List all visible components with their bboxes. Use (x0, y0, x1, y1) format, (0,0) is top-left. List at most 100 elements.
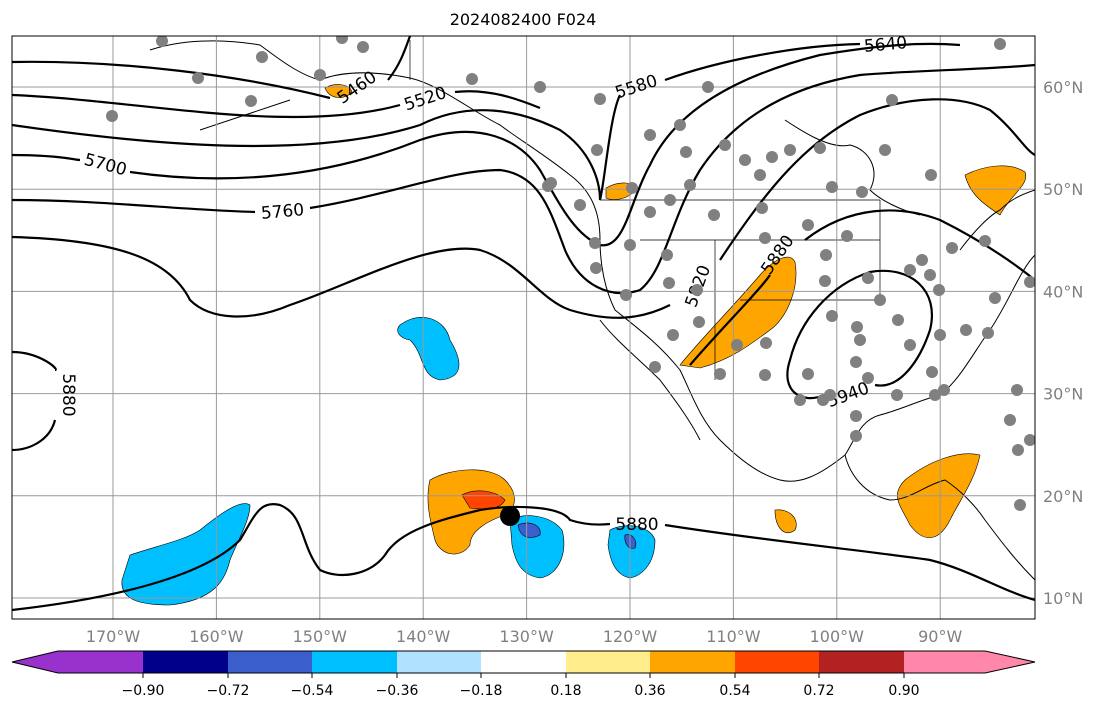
station-dot (982, 327, 994, 339)
station-dot (938, 384, 950, 396)
station-dot (466, 73, 478, 85)
colorbar-extend-low (12, 651, 58, 673)
map-area: 5460 5520 5580 5640 5700 5760 5820 5880 … (12, 33, 1035, 619)
colorbar-segment (481, 651, 566, 673)
station-dot (714, 368, 726, 380)
lat-tick-label: 30°N (1043, 385, 1083, 404)
storm-center-marker (500, 506, 520, 526)
station-dot (156, 36, 168, 47)
station-dot (245, 95, 257, 107)
station-dot (336, 36, 348, 44)
station-dot (590, 262, 602, 274)
station-dot (1024, 434, 1035, 446)
station-dot (644, 129, 656, 141)
station-dot (591, 144, 603, 156)
station-dot (856, 186, 868, 198)
station-dot (357, 41, 369, 53)
station-dot (929, 389, 941, 401)
lat-tick-label: 60°N (1043, 78, 1083, 97)
colorbar-segment (819, 651, 904, 673)
colorbar-tick-label: 0.54 (719, 683, 750, 699)
station-dot (667, 329, 679, 341)
colorbar-segment (143, 651, 228, 673)
station-dot (826, 181, 838, 193)
station-dot (784, 144, 796, 156)
station-dot (624, 239, 636, 251)
colorbar-segment (904, 651, 985, 673)
contour-label: 5640 (863, 33, 908, 57)
station-dot (626, 182, 638, 194)
lon-tick-label: 130°W (499, 627, 554, 646)
station-dot (661, 249, 673, 261)
station-dot (841, 230, 853, 242)
station-dot (989, 292, 1001, 304)
station-dot (874, 294, 886, 306)
contour-label: 5880 (615, 515, 658, 535)
station-dot (644, 206, 656, 218)
graticule (12, 36, 1035, 619)
colorbar-segment (397, 651, 481, 673)
colorbar-outline (11, 650, 1036, 674)
station-dot (719, 139, 731, 151)
station-dot (926, 366, 938, 378)
station-dot (824, 389, 836, 401)
station-dot (759, 232, 771, 244)
lat-tick-label: 20°N (1043, 487, 1083, 506)
station-dot (892, 314, 904, 326)
latitude-ticks: 60°N 50°N 40°N 30°N 20°N 10°N (1043, 78, 1083, 608)
station-dot (739, 154, 751, 166)
station-dot (760, 337, 772, 349)
colorbar-tick-label: −0.18 (460, 683, 503, 699)
station-dot (925, 169, 937, 181)
station-dot (106, 110, 118, 122)
station-dot (854, 334, 866, 346)
lon-tick-label: 100°W (810, 627, 865, 646)
station-dot (904, 264, 916, 276)
station-dot (979, 235, 991, 247)
station-dot (904, 339, 916, 351)
station-dot (851, 321, 863, 333)
map-frame (11, 35, 1036, 620)
station-dot (664, 194, 676, 206)
station-dot (879, 144, 891, 156)
station-dot (754, 169, 766, 181)
station-dot (850, 430, 862, 442)
shaded-fields (121, 84, 1027, 606)
station-dot (684, 179, 696, 191)
station-dot (759, 369, 771, 381)
contour-label: 5760 (260, 200, 305, 224)
colorbar-segment (735, 651, 819, 673)
colorbar-segment (58, 651, 143, 673)
station-dot (314, 69, 326, 81)
colorbar-segment (566, 651, 650, 673)
station-dot (574, 199, 586, 211)
lon-tick-label: 170°W (86, 627, 141, 646)
station-dot (814, 142, 826, 154)
colorbar-tick-label: −0.72 (207, 683, 250, 699)
station-markers (106, 36, 1035, 511)
station-dot (802, 219, 814, 231)
station-dot (731, 339, 743, 351)
station-dot (924, 269, 936, 281)
station-dot (594, 93, 606, 105)
lat-tick-label: 10°N (1043, 589, 1083, 608)
station-dot (850, 356, 862, 368)
colorbar-segment (650, 651, 735, 673)
station-dot (820, 249, 832, 261)
colorbar-tick-label: −0.90 (122, 683, 165, 699)
colorbar-segment (312, 651, 397, 673)
station-dot (794, 394, 806, 406)
colorbar-tick-label: 0.90 (888, 683, 919, 699)
station-dot (994, 38, 1006, 50)
station-dot (891, 389, 903, 401)
station-dot (756, 202, 768, 214)
station-dot (691, 284, 703, 296)
station-dot (819, 275, 831, 287)
coastlines (149, 40, 1035, 581)
contour-label: 5880 (58, 373, 78, 416)
colorbar-tick-label: −0.54 (291, 683, 334, 699)
colorbar-tick-label: 0.18 (550, 683, 581, 699)
lat-tick-label: 50°N (1043, 180, 1083, 199)
